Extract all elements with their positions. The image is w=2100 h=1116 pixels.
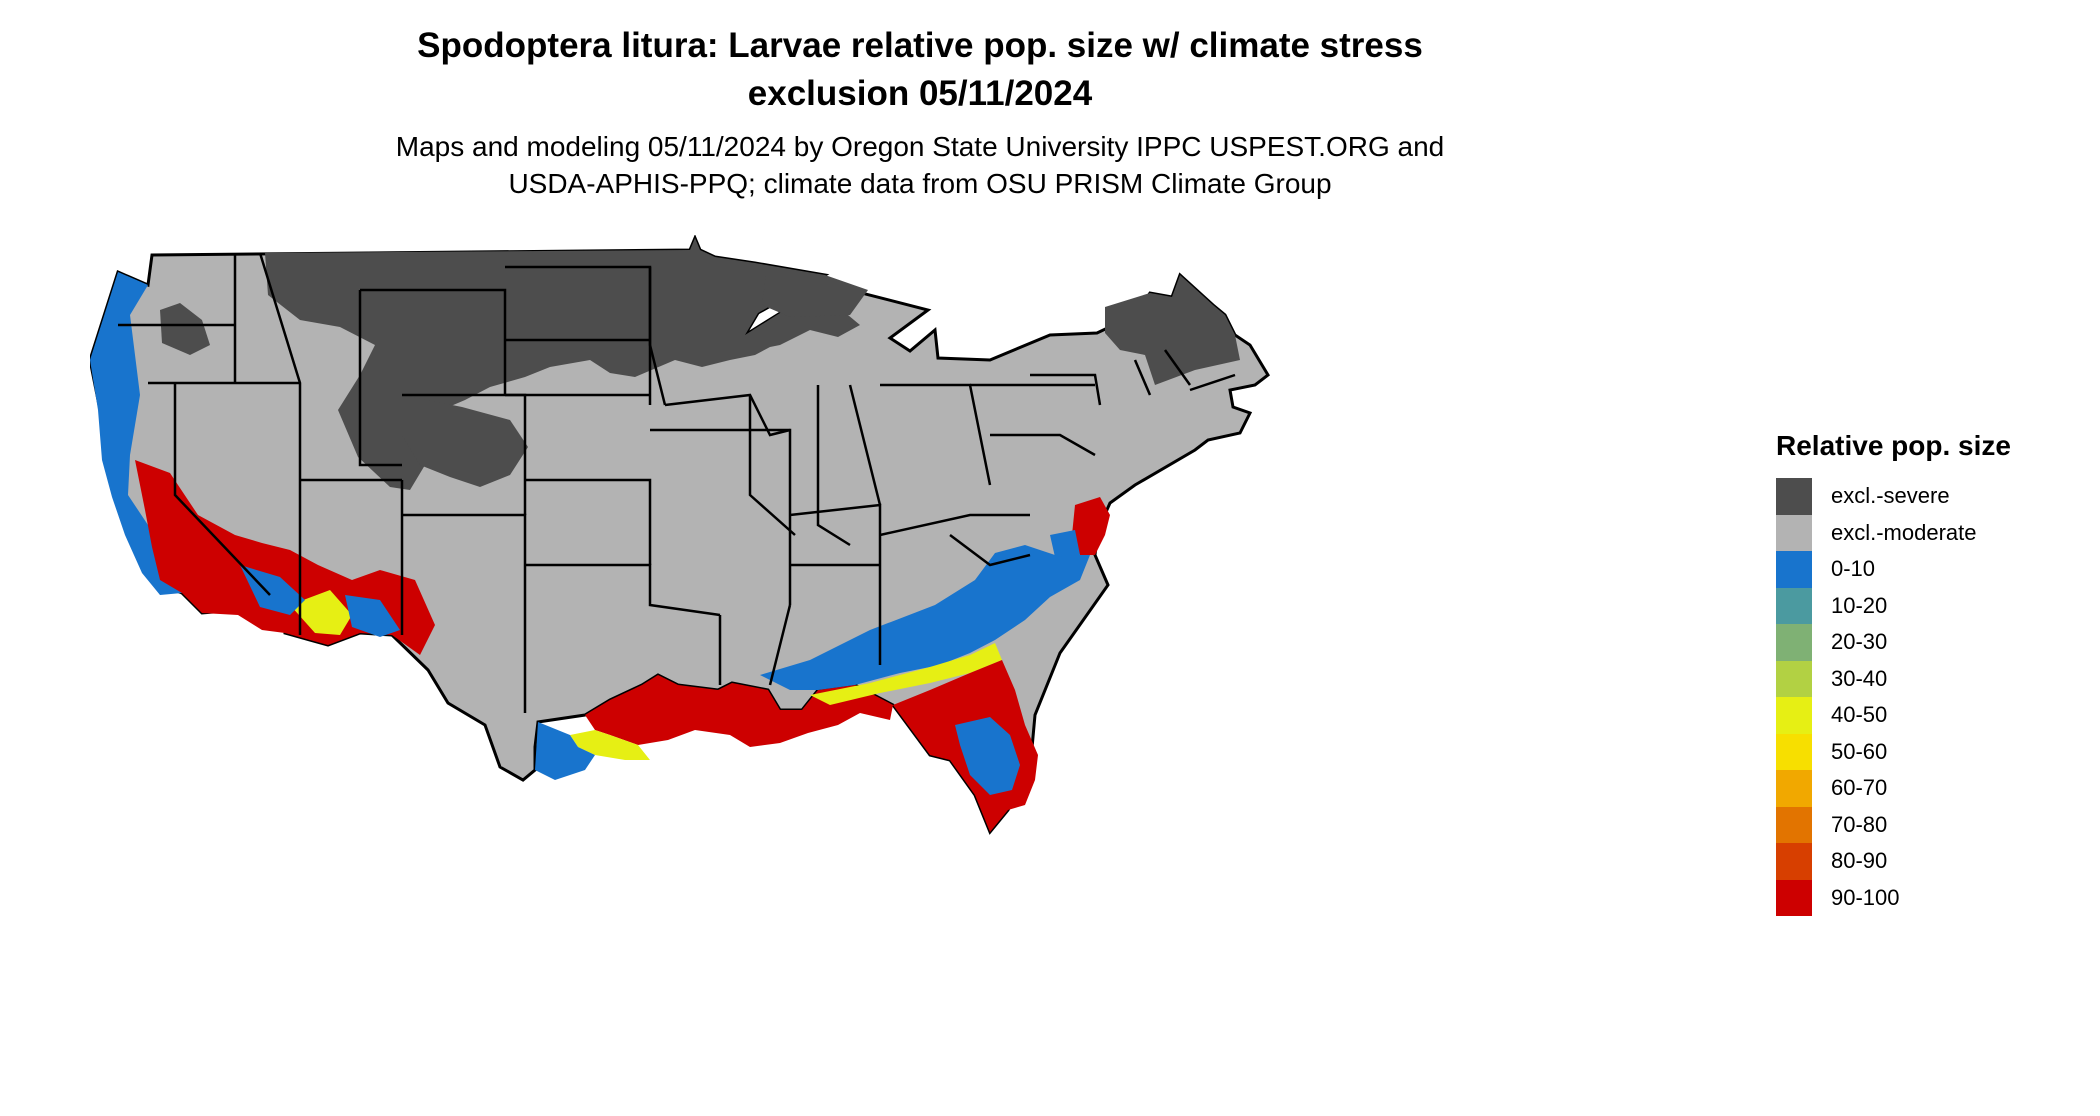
- legend-item-90-100: 90-100: [1776, 879, 2011, 916]
- legend-item-excl-moderate: excl.-moderate: [1776, 514, 2011, 551]
- legend-label: 60-70: [1831, 775, 1888, 801]
- legend-swatch: [1776, 770, 1812, 807]
- zone-atlantic-high: [1072, 497, 1110, 555]
- zone-severe-michigan: [762, 275, 868, 317]
- legend-label: 70-80: [1831, 811, 1888, 837]
- legend-item-30-40: 30-40: [1776, 660, 2011, 697]
- legend: Relative pop. size excl.-severe excl.-mo…: [1776, 430, 2011, 916]
- zone-southeast-low: [760, 545, 1090, 690]
- zone-severe-west: [160, 303, 210, 355]
- zone-atlantic-low: [1050, 530, 1080, 557]
- legend-title: Relative pop. size: [1776, 430, 2011, 461]
- legend-swatch: [1776, 587, 1812, 624]
- zone-florida-low: [955, 717, 1020, 795]
- legend-item-0-10: 0-10: [1776, 551, 2011, 588]
- legend-item-60-70: 60-70: [1776, 770, 2011, 807]
- legend-swatch: [1776, 733, 1812, 770]
- legend-swatch: [1776, 843, 1812, 880]
- legend-item-40-50: 40-50: [1776, 697, 2011, 734]
- legend-label: 40-50: [1831, 702, 1888, 728]
- legend-item-20-30: 20-30: [1776, 624, 2011, 661]
- legend-swatch: [1776, 551, 1812, 588]
- zone-southwest-low: [240, 565, 400, 637]
- zone-south-texas-low: [535, 722, 595, 780]
- zone-southeast-yellow: [810, 643, 1002, 705]
- map-title: Spodoptera litura: Larvae relative pop. …: [0, 22, 1840, 118]
- legend-item-10-20: 10-20: [1776, 587, 2011, 624]
- legend-label: 0-10: [1831, 556, 1876, 582]
- subtitle-line-1: Maps and modeling 05/11/2024 by Oregon S…: [395, 131, 1445, 162]
- legend-label: 80-90: [1831, 848, 1888, 874]
- zone-severe-northeast: [1105, 275, 1240, 385]
- legend-swatch: [1776, 514, 1812, 551]
- zone-severe-colorado: [402, 395, 528, 487]
- state-borders: [118, 252, 1236, 713]
- legend-swatch: [1776, 660, 1812, 697]
- legend-item-excl-severe: excl.-severe: [1776, 478, 2011, 515]
- legend-label: 50-60: [1831, 738, 1888, 764]
- legend-label: excl.-moderate: [1831, 519, 1977, 545]
- legend-item-80-90: 80-90: [1776, 843, 2011, 880]
- zone-gulf-high: [585, 675, 893, 747]
- legend-swatch: [1776, 624, 1812, 661]
- legend-label: 90-100: [1831, 884, 1900, 910]
- legend-item-70-80: 70-80: [1776, 806, 2011, 843]
- legend-label: 20-30: [1831, 629, 1888, 655]
- map-subtitle: Maps and modeling 05/11/2024 by Oregon S…: [0, 128, 1840, 202]
- zone-southwest-yellow: [290, 590, 352, 635]
- legend-swatch: [1776, 806, 1812, 843]
- legend-swatch: [1776, 879, 1812, 916]
- legend-swatch: [1776, 478, 1812, 515]
- title-line-1: Spodoptera litura: Larvae relative pop. …: [417, 26, 1423, 65]
- legend-swatch: [1776, 697, 1812, 734]
- zone-pacific-low: [90, 272, 182, 595]
- zone-gulf-yellow: [570, 730, 650, 760]
- us-map: [90, 235, 1270, 835]
- title-line-2: exclusion 05/11/2024: [747, 74, 1093, 113]
- legend-item-50-60: 50-60: [1776, 733, 2011, 770]
- legend-label: 10-20: [1831, 592, 1888, 618]
- subtitle-line-2: USDA-APHIS-PPQ; climate data from OSU PR…: [508, 168, 1332, 199]
- legend-label: excl.-severe: [1831, 483, 1950, 509]
- legend-label: 30-40: [1831, 665, 1888, 691]
